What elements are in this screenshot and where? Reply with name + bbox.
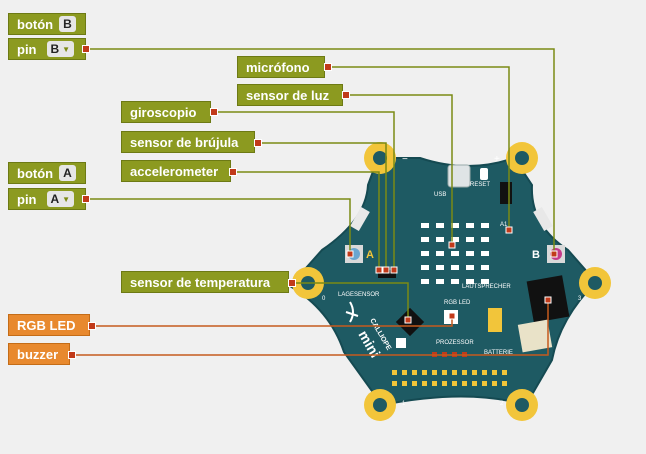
wire-buzzer	[72, 300, 549, 356]
block-gyroscope[interactable]: giroscopio	[121, 101, 211, 123]
block-button-a-letter: A	[59, 165, 76, 181]
usb-label: USB	[434, 192, 446, 198]
wire-endpoints	[346, 226, 558, 324]
block-pin-b-port	[82, 45, 90, 53]
block-pin-b-dropdown[interactable]: B ▼	[46, 41, 75, 57]
block-pin-b-label: pin	[17, 41, 37, 57]
header-pins	[392, 370, 507, 386]
block-pin-a-dropdown[interactable]: A ▼	[46, 191, 75, 207]
block-microphone[interactable]: micrófono	[237, 56, 325, 78]
block-microphone-port	[324, 63, 332, 71]
olive-wires	[86, 48, 555, 320]
block-compass-port	[254, 139, 262, 147]
wire-gyroscope	[214, 111, 395, 270]
block-compass-label: sensor de brújula	[130, 134, 239, 150]
chevron-down-icon: ▼	[62, 194, 71, 204]
yellow-component	[488, 308, 502, 332]
pad-3	[579, 267, 611, 299]
block-gyroscope-port	[210, 108, 218, 116]
block-light-sensor[interactable]: sensor de luz	[237, 84, 343, 106]
pad-plus	[506, 142, 538, 174]
block-compass[interactable]: sensor de brújula	[121, 131, 255, 153]
pad-0-label: 0	[322, 296, 326, 302]
minus-label: −	[402, 154, 408, 165]
block-accelerometer-port	[229, 168, 237, 176]
wire-compass	[259, 142, 387, 270]
block-buzzer-port	[68, 351, 76, 359]
block-button-b[interactable]: botón B	[8, 13, 86, 35]
block-rgb-led[interactable]: RGB LED	[8, 314, 90, 336]
block-temperature[interactable]: sensor de temperatura	[121, 271, 289, 293]
block-button-b-label: botón	[17, 16, 54, 32]
pad-minus	[364, 142, 396, 174]
pad-2-label: 2	[500, 401, 504, 407]
chevron-down-icon: ▼	[62, 44, 71, 54]
plus-label: +	[494, 154, 500, 165]
led-matrix	[421, 223, 489, 284]
block-accelerometer-label: accelerometer	[130, 163, 219, 179]
block-microphone-label: micrófono	[246, 59, 310, 75]
block-button-a[interactable]: botón A	[8, 162, 86, 184]
block-button-b-letter: B	[59, 16, 76, 32]
prozessor-label: PROZESSOR	[436, 340, 474, 346]
block-pin-a-label: pin	[17, 191, 37, 207]
block-pin-a[interactable]: pin A ▼	[8, 188, 86, 210]
reset-label: RESET	[470, 182, 490, 188]
block-gyroscope-label: giroscopio	[130, 104, 197, 120]
block-temperature-port	[288, 279, 296, 287]
block-rgb-led-port	[88, 322, 96, 330]
reset-button	[480, 168, 488, 180]
usb-connector	[447, 164, 471, 188]
a1-label: A1	[500, 222, 508, 228]
wire-pin-a	[86, 198, 351, 254]
block-rgb-led-label: RGB LED	[17, 317, 76, 333]
pad-2	[506, 389, 538, 421]
wire-accelerometer	[233, 171, 380, 270]
block-button-a-label: botón	[17, 165, 54, 181]
wire-temperature	[293, 282, 409, 320]
block-accelerometer[interactable]: accelerometer	[121, 160, 231, 182]
block-pin-b[interactable]: pin B ▼	[8, 38, 86, 60]
block-buzzer[interactable]: buzzer	[8, 343, 70, 365]
block-light-sensor-port	[342, 91, 350, 99]
white-chip	[396, 338, 406, 348]
block-temperature-label: sensor de temperatura	[130, 274, 271, 290]
block-light-sensor-label: sensor de luz	[246, 87, 330, 103]
wire-microphone	[328, 66, 510, 230]
wire-pin-b	[86, 48, 555, 254]
pad-1-label: 1	[402, 401, 406, 407]
rgb-led-label: RGB LED	[444, 300, 471, 306]
logo-figure	[345, 301, 359, 323]
pad-3-label: 3	[578, 296, 582, 302]
block-pin-a-port	[82, 195, 90, 203]
connector-black	[500, 182, 512, 204]
block-buzzer-label: buzzer	[17, 346, 59, 362]
lagesensor-label: LAGESENSOR	[338, 292, 380, 298]
batterie-label: BATTERIE	[484, 350, 513, 356]
btn-a-label: A	[366, 249, 374, 261]
pad-1	[364, 389, 396, 421]
battery-connector	[517, 319, 553, 353]
position-sensor-chip	[378, 270, 396, 278]
wire-light-sensor	[346, 94, 453, 245]
btn-b-label: B	[532, 249, 540, 261]
lautsprecher-label: LAUTSPRECHER	[462, 284, 511, 290]
